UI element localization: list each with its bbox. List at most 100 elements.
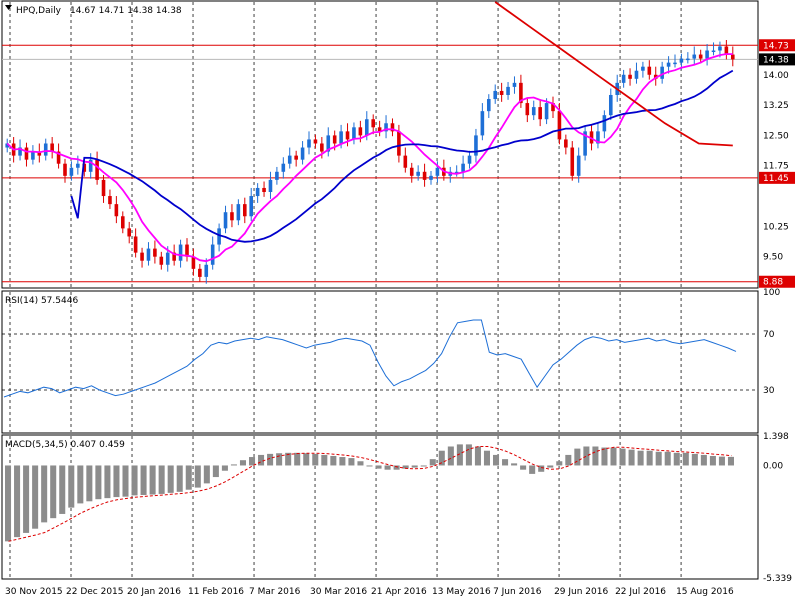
macd-title: MACD(5,34,5) 0.407 0.459 bbox=[5, 440, 125, 450]
macd-bar bbox=[646, 450, 653, 466]
macd-bar bbox=[32, 465, 39, 529]
candle-body bbox=[345, 131, 350, 140]
candle-body bbox=[435, 167, 440, 176]
macd-bar bbox=[574, 448, 581, 466]
candle-body bbox=[698, 54, 703, 59]
candle-body bbox=[313, 139, 318, 144]
price-tick-label: 11.75 bbox=[763, 162, 789, 172]
macd-bar bbox=[682, 452, 689, 466]
candle-body bbox=[127, 228, 132, 237]
macd-bar bbox=[718, 456, 725, 466]
ohlc-readout: 14.67 14.71 14.38 14.38 bbox=[70, 6, 182, 16]
candle-body bbox=[499, 90, 504, 95]
macd-bar bbox=[429, 459, 436, 466]
candle-body bbox=[236, 204, 241, 221]
macd-bar bbox=[556, 461, 563, 466]
candle-body bbox=[673, 62, 677, 65]
macd-panel[interactable]: 1.398 0.00 -5.339 MACD(5,34,5) 0.407 0.459 bbox=[1, 432, 792, 584]
candle-body bbox=[120, 216, 125, 229]
price-axis: 14.00 13.25 12.50 11.75 10.25 9.50 14.73 11.45 8… bbox=[759, 39, 795, 288]
candle-body bbox=[281, 163, 286, 172]
candle-body bbox=[403, 155, 408, 168]
candle-body bbox=[666, 62, 671, 67]
macd-bar bbox=[339, 457, 346, 466]
macd-bar bbox=[393, 465, 400, 470]
rsi-panel[interactable]: 100 70 30 RSI(14) 57.5446 bbox=[1, 288, 780, 434]
candle-body bbox=[711, 50, 716, 53]
macd-bar bbox=[456, 444, 463, 466]
candle-body bbox=[69, 167, 74, 176]
macd-bar bbox=[258, 454, 265, 466]
candle-body bbox=[352, 127, 356, 140]
price-level-badge bbox=[759, 275, 795, 288]
candle-body bbox=[724, 46, 729, 55]
candle-body bbox=[249, 196, 254, 217]
candle-body bbox=[191, 256, 196, 269]
macd-panel-frame bbox=[1, 434, 759, 580]
macd-bar bbox=[221, 465, 228, 471]
macd-bar bbox=[5, 465, 12, 542]
macd-bar bbox=[664, 451, 671, 466]
candle-body bbox=[461, 163, 465, 172]
candle-body bbox=[480, 111, 485, 136]
macd-bar bbox=[511, 463, 518, 466]
candle-body bbox=[538, 107, 542, 120]
candle-body bbox=[371, 119, 376, 128]
candle-body bbox=[18, 147, 22, 156]
candle-body bbox=[275, 171, 279, 180]
candle-body bbox=[608, 94, 613, 116]
macd-bar bbox=[167, 465, 174, 493]
macd-bar bbox=[483, 450, 490, 466]
candle-body bbox=[474, 135, 478, 156]
candle-body bbox=[320, 143, 324, 152]
candle-body bbox=[223, 212, 228, 229]
macd-bar bbox=[366, 465, 373, 467]
rsi-line bbox=[3, 319, 737, 398]
macd-bar bbox=[438, 450, 445, 466]
candle-body bbox=[43, 143, 48, 156]
ma-slow-line bbox=[70, 69, 734, 243]
macd-bar bbox=[312, 453, 319, 466]
candle-body bbox=[364, 119, 369, 136]
candle-body bbox=[37, 151, 42, 156]
candle-body bbox=[5, 143, 10, 148]
candle-body bbox=[422, 171, 427, 180]
rsi-axis: 100 70 30 bbox=[763, 288, 780, 396]
chevron-down-icon[interactable] bbox=[5, 5, 12, 10]
candle-body bbox=[31, 151, 35, 160]
macd-bar bbox=[583, 446, 590, 466]
macd-bar bbox=[249, 457, 256, 466]
macd-bar bbox=[276, 453, 283, 466]
candle-body bbox=[172, 252, 176, 261]
candles bbox=[5, 40, 735, 284]
price-panel[interactable]: 14.00 13.25 12.50 11.75 10.25 9.50 14.73 11.45 8… bbox=[1, 0, 795, 289]
macd-bar bbox=[465, 444, 472, 466]
macd-bar bbox=[104, 465, 111, 499]
candle-body bbox=[705, 50, 709, 59]
candle-body bbox=[564, 139, 568, 148]
price-levels bbox=[2, 44, 758, 283]
candle-body bbox=[486, 99, 491, 112]
candle-body bbox=[242, 204, 247, 217]
candle-body bbox=[730, 54, 735, 60]
macd-bar bbox=[592, 446, 599, 466]
macd-bar bbox=[303, 453, 310, 466]
macd-bar bbox=[601, 447, 608, 466]
candle-body bbox=[377, 127, 382, 132]
macd-bar bbox=[628, 449, 635, 466]
candle-body bbox=[397, 131, 401, 156]
macd-bar bbox=[375, 465, 382, 469]
macd-bar bbox=[420, 465, 427, 467]
ma-fast-line bbox=[6, 53, 733, 263]
candle-body bbox=[24, 147, 29, 160]
rsi-panel-frame bbox=[1, 290, 759, 434]
candle-body bbox=[114, 204, 119, 217]
macd-bar bbox=[41, 465, 48, 523]
candle-body bbox=[101, 179, 106, 197]
time-tick-label: 7 Mar 2016 bbox=[249, 587, 301, 597]
candle-body bbox=[596, 131, 600, 144]
candle-body bbox=[230, 212, 234, 221]
candle-body bbox=[210, 244, 215, 265]
macd-bar bbox=[384, 465, 391, 470]
